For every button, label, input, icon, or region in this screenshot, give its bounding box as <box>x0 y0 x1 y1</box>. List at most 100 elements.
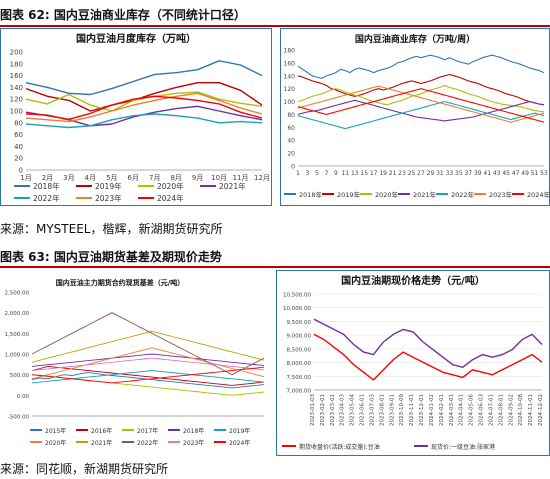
legend-label: 2015年 <box>45 427 66 435</box>
x-tick-label: 7月 <box>149 174 160 182</box>
figure-63-source: 来源：同花顺，新湖期货研究所 <box>0 462 169 476</box>
y-tick-label: 20 <box>14 155 23 163</box>
y-tick-label: -500.00 <box>8 415 30 421</box>
legend-label: 2024年 <box>527 190 550 199</box>
chart-title: 国内豆油主力期货合约现货基差（元/吨） <box>56 278 185 287</box>
series-line-2023年 <box>297 85 545 123</box>
x-tick-label: 2023-09-01 <box>389 394 395 426</box>
x-tick-label: 5月 <box>106 174 117 182</box>
y-tick-label: 1,000.00 <box>5 353 30 359</box>
figure-63-caption: 国内豆油期货基差及期现价走势 <box>53 250 222 264</box>
legend-label: 2019年 <box>95 181 122 191</box>
x-tick-label: 7 <box>324 170 328 177</box>
x-tick-label: 4月 <box>85 174 96 182</box>
series-line-2019年 <box>297 73 545 106</box>
y-tick-label: 40 <box>287 138 295 145</box>
y-tick-label: 140 <box>284 73 296 80</box>
y-tick-label: 500.00 <box>10 373 30 379</box>
series-line-2022年 <box>297 101 545 130</box>
legend-label: 2023年 <box>183 439 204 447</box>
series-line-2020年 <box>31 347 265 380</box>
x-tick-label: 2024-10-08 <box>518 394 524 426</box>
x-tick-label: 1月 <box>20 174 31 182</box>
figure-63-rule <box>0 266 550 268</box>
series-line-2020年 <box>297 84 545 113</box>
legend-label: 2023年 <box>489 190 513 199</box>
x-tick-label: 11 <box>341 170 349 177</box>
y-tick-label: 2,500.00 <box>5 291 30 297</box>
y-tick-label: 0 <box>19 167 23 175</box>
x-tick-label: 9 <box>334 170 338 177</box>
x-tick-label: 3月 <box>63 174 74 182</box>
x-tick-label: 2023-11-01 <box>409 394 415 426</box>
legend-label: 2021年 <box>219 181 246 191</box>
y-tick-label: 7,500.00 <box>287 375 312 381</box>
x-tick-label: 2月 <box>42 174 53 182</box>
y-tick-label: 80 <box>287 112 295 119</box>
figure-62-label: 图表 62: <box>0 8 50 22</box>
x-tick-label: 12月 <box>254 174 270 182</box>
series-line-2021年 <box>31 330 265 363</box>
x-tick-label: 2023-12-01 <box>419 394 425 426</box>
x-tick-label: 2024-12-02 <box>538 394 544 426</box>
x-tick-label: 37 <box>464 170 472 177</box>
legend-label: 2022年 <box>451 190 475 199</box>
x-tick-label: 53 <box>540 170 548 177</box>
figure-62-source: 来源：MYSTEEL，楷辉，新湖期货研究所 <box>0 222 223 236</box>
x-tick-label: 2024-03-01 <box>449 394 455 426</box>
x-tick-label: 27 <box>417 170 425 177</box>
x-tick-label: 43 <box>493 170 501 177</box>
x-tick-label: 2023-03-01 <box>330 394 336 426</box>
series-line-2024年 <box>297 88 545 123</box>
x-tick-label: 9月 <box>192 174 203 182</box>
x-tick-label: 3 <box>306 170 310 177</box>
legend-label: 现货价:一级豆油:张家港 <box>431 443 495 451</box>
y-tick-label: 120 <box>10 96 23 104</box>
x-tick-label: 2023-08-01 <box>379 394 385 426</box>
y-tick-label: 180 <box>284 48 296 55</box>
y-tick-label: 100 <box>10 108 23 116</box>
y-tick-label: 40 <box>14 143 23 151</box>
legend-label: 2021年 <box>413 190 437 199</box>
legend-label: 2018年 <box>33 181 60 191</box>
y-tick-label: 0 <box>291 164 295 171</box>
x-tick-label: 2023-04-03 <box>340 394 346 426</box>
x-tick-label: 2023-10-09 <box>399 394 405 426</box>
legend-label: 2020年 <box>45 439 66 447</box>
y-tick-label: 180 <box>10 60 23 68</box>
chart-basis: 国内豆油主力期货合约现货基差（元/吨） -500.00 0.00 500.00 1,00… <box>0 270 272 456</box>
figure-62-title: 图表 62: 国内豆油商业库存（不同统计口径） <box>0 6 246 23</box>
x-tick-label: 2024-06-03 <box>479 394 485 426</box>
x-tick-label: 49 <box>521 170 529 177</box>
chart-monthly-inventory-svg: 国内豆油月度库存（万吨） 0 20 40 60 80 100 120 140 160 180 200 1… <box>0 28 272 206</box>
figure-63-label: 图表 63: <box>0 250 50 264</box>
chart-futures-spot-svg: 国内豆油期现价格走势（元/吨） 7,000.00 7,500.00 8,000.00 8… <box>276 270 550 456</box>
x-tick-label: 2023-05-04 <box>350 394 356 426</box>
x-tick-label: 23 <box>398 170 406 177</box>
x-tick-label: 35 <box>455 170 463 177</box>
x-tick-label: 17 <box>370 170 378 177</box>
series-line-2018年 <box>31 353 265 367</box>
x-tick-label: 51 <box>531 170 539 177</box>
x-tick-label: 31 <box>436 170 444 177</box>
y-tick-label: 60 <box>14 131 23 139</box>
x-tick-label: 39 <box>474 170 482 177</box>
x-tick-label: 13 <box>351 170 359 177</box>
y-tick-label: 8,500.00 <box>287 347 312 353</box>
y-tick-label: 140 <box>10 84 23 92</box>
legend-label: 期货收盘价(活跃:成交量):豆油 <box>299 443 380 451</box>
legend-label: 2023年 <box>95 193 122 203</box>
series-line-2024年 <box>25 95 263 121</box>
series-line-2019年 <box>25 82 263 112</box>
series-line-2018年 <box>297 54 545 79</box>
x-tick-label: 2023-01-03 <box>310 394 316 426</box>
x-tick-label: 29 <box>427 170 435 177</box>
legend-label: 2021年 <box>91 439 112 447</box>
x-tick-label: 2024-05-06 <box>469 394 475 426</box>
y-tick-label: 8,000.00 <box>287 361 312 367</box>
chart-basis-svg: 国内豆油主力期货合约现货基差（元/吨） -500.00 0.00 500.00 1,00… <box>0 270 272 456</box>
chart-title: 国内豆油期现价格走势（元/吨） <box>341 274 485 287</box>
x-tick-label: 47 <box>512 170 520 177</box>
x-tick-label: 2024-02-01 <box>439 394 445 426</box>
y-tick-label: 0.00 <box>17 394 30 400</box>
